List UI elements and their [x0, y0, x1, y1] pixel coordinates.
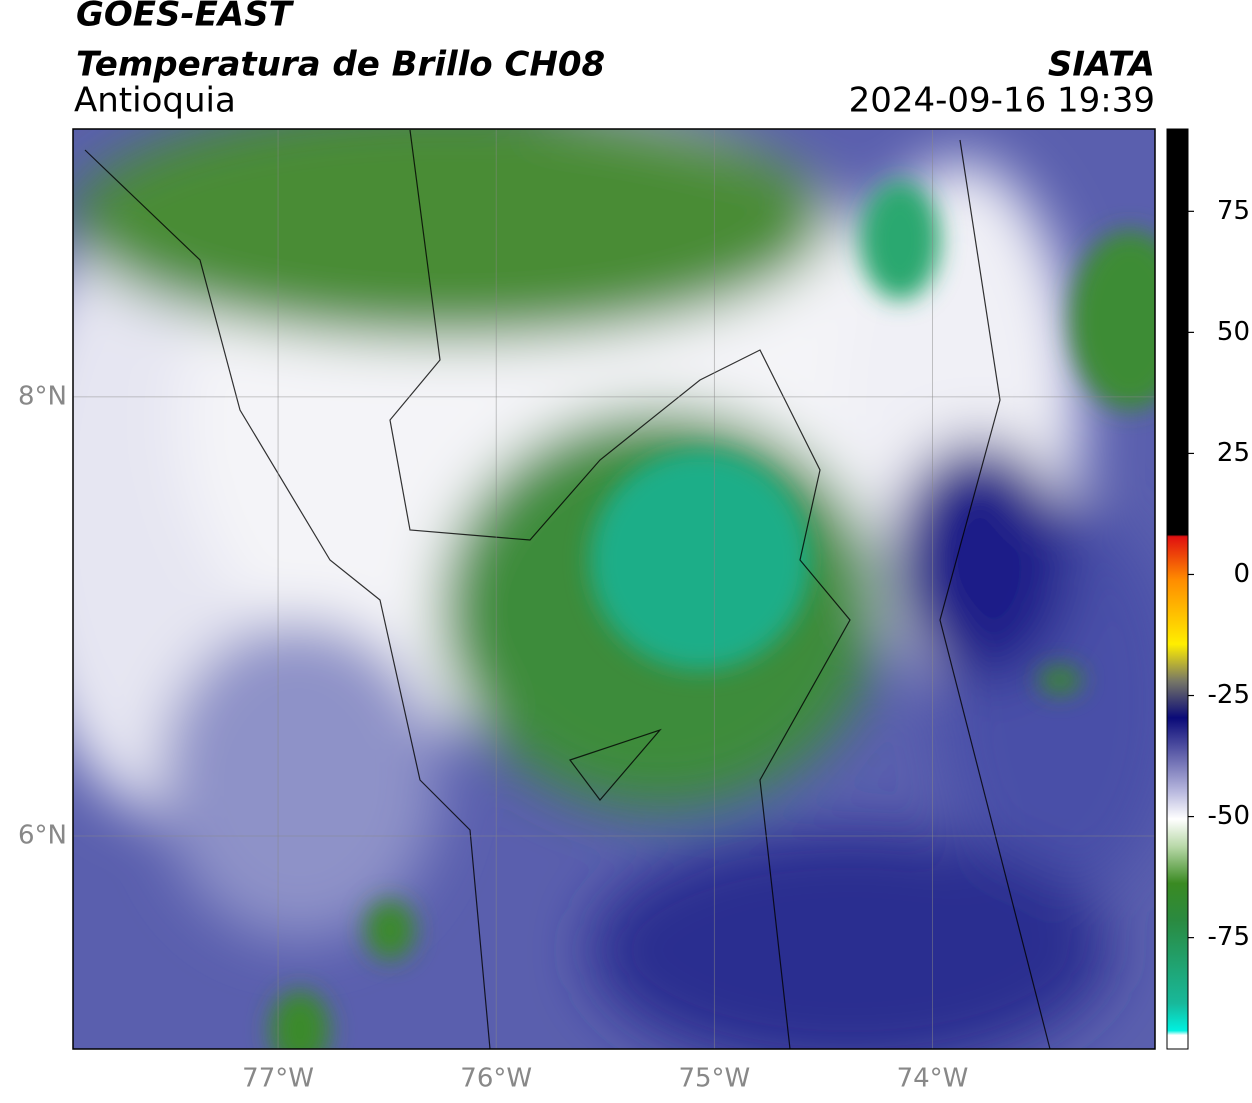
satellite-image [73, 129, 1155, 1049]
source: SIATA [1048, 45, 1155, 85]
region: Antioquia [74, 81, 236, 121]
colorbar-tick-label: -25 [1208, 680, 1250, 710]
colorbar-tick-label: 75 [1217, 196, 1250, 226]
y-tick-label: 8°N [18, 381, 67, 411]
x-tick-label: 74°W [897, 1064, 969, 1094]
x-tick-label: 77°W [242, 1064, 314, 1094]
title: GOES-EAST [76, 0, 295, 35]
colorbar-tick-label: 25 [1217, 438, 1250, 468]
colorbar-tick-label: 50 [1217, 317, 1250, 347]
datetime: 2024-09-16 19:39 [849, 81, 1155, 121]
colorbar-tick-label: -50 [1208, 801, 1250, 831]
colorbar-tick-label: 0 [1233, 559, 1250, 589]
colorbar [1166, 128, 1189, 1050]
map-frame [72, 128, 1156, 1050]
y-tick-label: 6°N [18, 821, 67, 851]
x-tick-label: 75°W [678, 1064, 750, 1094]
x-tick-label: 76°W [460, 1064, 532, 1094]
colorbar-tick-label: -75 [1208, 922, 1250, 952]
subtitle: Temperatura de Brillo CH08 [76, 45, 605, 85]
